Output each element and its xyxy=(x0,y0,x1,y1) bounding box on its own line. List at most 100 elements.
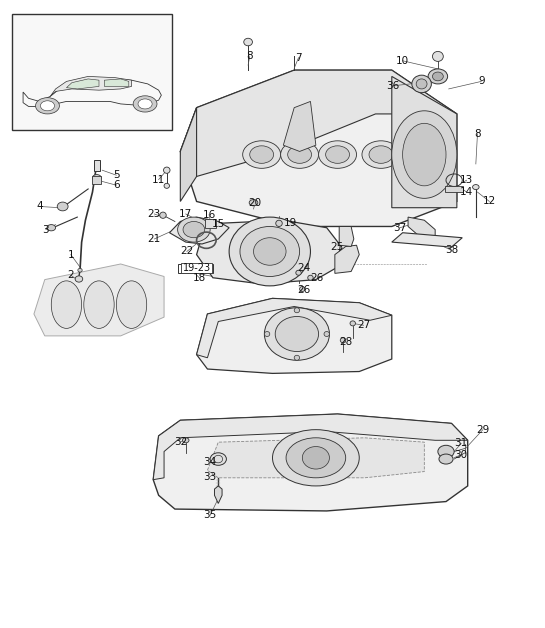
Ellipse shape xyxy=(240,227,300,276)
Ellipse shape xyxy=(210,453,226,465)
Ellipse shape xyxy=(281,141,319,168)
Text: 27: 27 xyxy=(357,320,370,330)
Text: 16: 16 xyxy=(202,210,216,220)
Ellipse shape xyxy=(300,286,305,291)
Text: 17: 17 xyxy=(179,209,192,219)
Polygon shape xyxy=(197,220,340,284)
Text: 32: 32 xyxy=(174,437,187,447)
Ellipse shape xyxy=(138,99,152,109)
Ellipse shape xyxy=(47,225,56,231)
Ellipse shape xyxy=(350,321,355,326)
Polygon shape xyxy=(169,217,229,244)
Polygon shape xyxy=(208,438,425,478)
Ellipse shape xyxy=(272,430,359,486)
Bar xyxy=(12,14,172,129)
Text: 31: 31 xyxy=(455,438,468,448)
Ellipse shape xyxy=(178,217,210,242)
Polygon shape xyxy=(335,245,359,273)
Ellipse shape xyxy=(264,332,270,337)
Text: 15: 15 xyxy=(211,219,225,229)
Ellipse shape xyxy=(164,167,170,173)
Ellipse shape xyxy=(432,51,443,62)
Ellipse shape xyxy=(308,275,313,280)
Ellipse shape xyxy=(296,270,301,275)
Ellipse shape xyxy=(51,281,82,328)
Ellipse shape xyxy=(250,146,274,163)
Text: 30: 30 xyxy=(455,450,468,460)
Text: 12: 12 xyxy=(483,197,496,207)
Polygon shape xyxy=(408,217,435,236)
Text: 21: 21 xyxy=(148,234,161,244)
Ellipse shape xyxy=(428,69,447,84)
Ellipse shape xyxy=(432,72,443,81)
Ellipse shape xyxy=(302,447,329,469)
Text: 3: 3 xyxy=(43,225,49,235)
Ellipse shape xyxy=(286,438,346,478)
Polygon shape xyxy=(392,77,457,208)
Bar xyxy=(205,219,216,228)
Text: 2: 2 xyxy=(68,270,74,280)
Text: 20: 20 xyxy=(249,198,262,208)
Ellipse shape xyxy=(403,123,446,186)
Ellipse shape xyxy=(294,355,300,360)
Ellipse shape xyxy=(249,200,258,206)
Ellipse shape xyxy=(75,276,83,282)
Polygon shape xyxy=(34,264,164,336)
Ellipse shape xyxy=(392,111,457,198)
Bar xyxy=(93,176,101,184)
Text: 7: 7 xyxy=(295,53,302,63)
Text: 29: 29 xyxy=(476,425,489,435)
Ellipse shape xyxy=(438,445,454,458)
Polygon shape xyxy=(153,414,468,480)
Ellipse shape xyxy=(412,75,432,93)
Text: 1: 1 xyxy=(68,249,74,259)
Polygon shape xyxy=(105,79,129,87)
Ellipse shape xyxy=(439,454,453,464)
Ellipse shape xyxy=(93,175,101,181)
Text: 19-23: 19-23 xyxy=(183,263,211,273)
Text: 8: 8 xyxy=(474,129,481,139)
Polygon shape xyxy=(180,107,197,202)
Text: 35: 35 xyxy=(203,511,217,521)
Text: 5: 5 xyxy=(113,170,120,180)
Text: 36: 36 xyxy=(386,81,399,91)
Text: 26: 26 xyxy=(298,285,311,295)
Polygon shape xyxy=(50,77,131,97)
Polygon shape xyxy=(153,414,468,511)
Text: 26: 26 xyxy=(310,273,324,283)
Polygon shape xyxy=(339,227,354,246)
Ellipse shape xyxy=(78,268,82,272)
Ellipse shape xyxy=(288,146,312,163)
Polygon shape xyxy=(283,102,316,151)
Polygon shape xyxy=(197,298,392,358)
Polygon shape xyxy=(180,70,457,176)
Text: 6: 6 xyxy=(113,180,120,190)
Ellipse shape xyxy=(319,141,356,168)
Text: 23: 23 xyxy=(148,209,161,219)
Bar xyxy=(94,160,100,171)
Ellipse shape xyxy=(275,317,319,352)
Ellipse shape xyxy=(84,281,114,328)
Ellipse shape xyxy=(183,222,205,238)
Text: 25: 25 xyxy=(330,242,343,252)
Ellipse shape xyxy=(369,146,393,163)
Ellipse shape xyxy=(40,101,54,111)
Bar xyxy=(445,186,463,192)
Text: 4: 4 xyxy=(36,202,43,212)
Ellipse shape xyxy=(416,79,427,89)
Ellipse shape xyxy=(35,98,59,114)
Text: 33: 33 xyxy=(203,472,217,482)
Text: 8: 8 xyxy=(246,51,253,62)
Polygon shape xyxy=(215,486,222,504)
Polygon shape xyxy=(392,233,462,247)
Text: 9: 9 xyxy=(478,77,485,87)
Ellipse shape xyxy=(253,238,286,265)
Ellipse shape xyxy=(264,308,329,360)
Ellipse shape xyxy=(326,146,349,163)
Text: 37: 37 xyxy=(393,223,407,233)
Ellipse shape xyxy=(229,217,311,286)
Text: 28: 28 xyxy=(339,337,352,347)
Ellipse shape xyxy=(362,141,400,168)
Ellipse shape xyxy=(324,332,329,337)
Bar xyxy=(181,263,213,273)
